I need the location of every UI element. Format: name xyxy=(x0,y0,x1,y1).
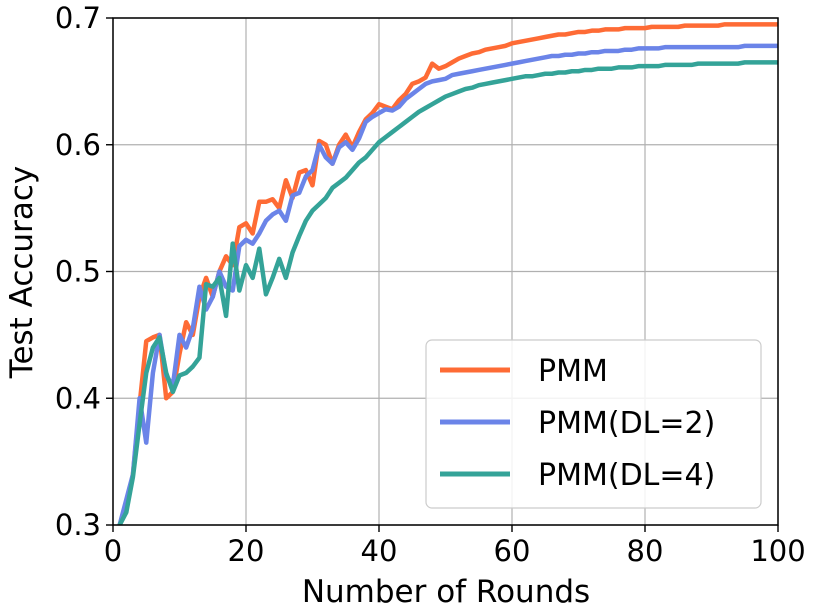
y-tick-label: 0.6 xyxy=(55,128,101,162)
y-axis-ticks: 0.3 0.4 0.5 0.6 0.7 xyxy=(55,1,113,542)
legend-label: PMM(DL=4) xyxy=(538,458,715,493)
y-axis-label: Test Accuracy xyxy=(4,166,40,379)
x-tick-label: 60 xyxy=(494,534,531,568)
x-tick-label: 0 xyxy=(104,534,122,568)
legend-box xyxy=(425,339,762,509)
y-tick-label: 0.5 xyxy=(55,255,101,289)
y-tick-label: 0.4 xyxy=(55,381,101,415)
x-axis-ticks: 0 20 40 60 80 100 xyxy=(104,525,806,568)
series-lines xyxy=(117,22,778,525)
x-tick-label: 40 xyxy=(361,534,398,568)
x-tick-label: 80 xyxy=(627,534,664,568)
x-tick-label: 100 xyxy=(750,534,805,568)
legend-label: PMM xyxy=(538,354,608,389)
series-line-pmm-dl-4 xyxy=(117,60,778,525)
x-tick-label: 20 xyxy=(228,534,265,568)
y-tick-label: 0.3 xyxy=(55,508,101,542)
legend-label: PMM(DL=2) xyxy=(538,406,715,441)
y-tick-label: 0.7 xyxy=(55,1,101,35)
legend: PMM PMM(DL=2) PMM(DL=4) xyxy=(425,339,762,509)
x-axis-label: Number of Rounds xyxy=(302,574,590,610)
